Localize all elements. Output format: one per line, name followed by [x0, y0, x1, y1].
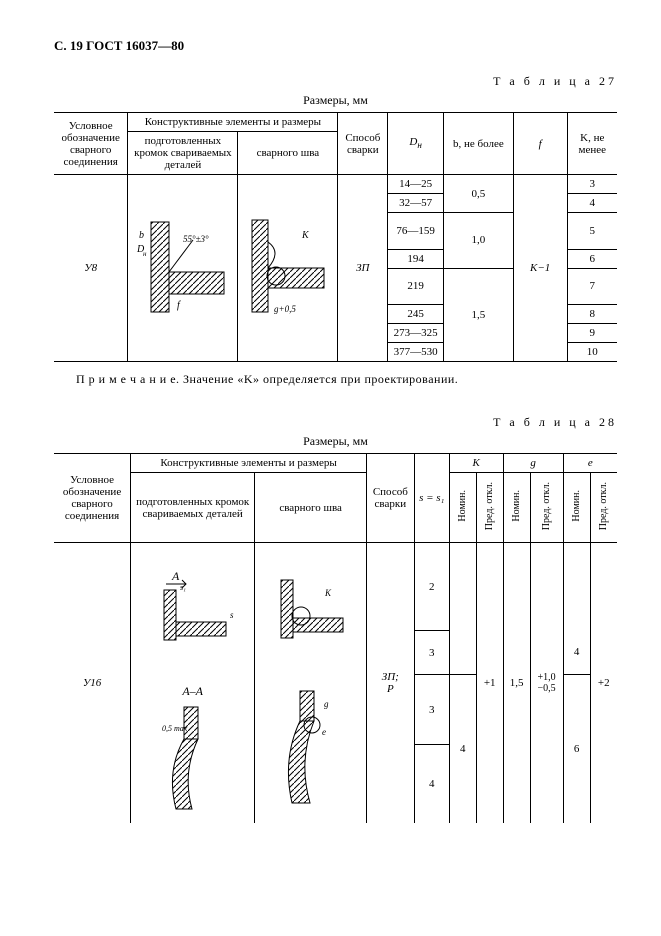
table27-label: Т а б л и ц а 27: [54, 74, 617, 89]
t28-s-1: 3: [414, 631, 449, 675]
t28-h-method: Способ сварки: [367, 454, 415, 543]
t27-d-4: 219: [388, 268, 444, 305]
prep-A-diagram-icon: A s₁ s: [150, 568, 236, 646]
t28-s-2: 3: [414, 675, 449, 745]
table28: Условное обозначение сварного соединения…: [54, 453, 617, 823]
t28-gn: 1,5: [503, 543, 530, 823]
section-label-AA: A–A: [133, 684, 252, 699]
t27-designation: У8: [54, 175, 128, 362]
t28-en-0: [563, 543, 590, 631]
svg-text:A: A: [171, 569, 180, 583]
t27-k-7: 10: [567, 343, 617, 362]
t27-d-7: 377—530: [388, 343, 444, 362]
t28-Kn-3: 4: [449, 675, 476, 823]
table28-caption: Размеры, мм: [54, 434, 617, 449]
t27-k-2: 5: [567, 213, 617, 250]
t28-Kn-1: [449, 631, 476, 675]
t28-s-3: 4: [414, 745, 449, 823]
weld-AA-diagram-icon: g e: [276, 687, 346, 807]
t27-b-0: 0,5: [444, 175, 514, 213]
t28-h-e: e: [563, 454, 617, 473]
t28-h-Kp: Пред. откл.: [476, 473, 503, 543]
t27-h-prep: подготовленных кромок свариваемых детале…: [128, 132, 238, 175]
svg-text:e: e: [322, 727, 326, 737]
t27-h-b: b, не более: [444, 113, 514, 175]
table27-caption: Размеры, мм: [54, 93, 617, 108]
svg-text:55°±3°: 55°±3°: [183, 234, 209, 244]
table27-note: П р и м е ч а н и е. Значение «K» опреде…: [76, 372, 617, 387]
t28-Kp: +1: [476, 543, 503, 823]
t28-s-0: 2: [414, 543, 449, 631]
t27-k-6: 9: [567, 324, 617, 343]
table27: Условное обозначение сварного соединения…: [54, 112, 617, 362]
t27-k-3: 6: [567, 249, 617, 268]
svg-text:н: н: [143, 250, 147, 258]
t27-method: ЗП: [338, 175, 388, 362]
t27-d-6: 273—325: [388, 324, 444, 343]
t27-b-4: 1,5: [444, 268, 514, 362]
svg-text:0,5 max: 0,5 max: [162, 724, 188, 733]
t27-d-1: 32—57: [388, 194, 444, 213]
t27-k-4: 7: [567, 268, 617, 305]
t28-gp: +1,0 −0,5: [530, 543, 563, 823]
t27-k-5: 8: [567, 305, 617, 324]
t28-h-Kn: Номин.: [449, 473, 476, 543]
t27-h-dn: Dн: [388, 113, 444, 175]
weld-prep-diagram-icon: 55°±3° b Dн f: [133, 212, 233, 322]
t28-h-en: Номин.: [563, 473, 590, 543]
t28-diag-prep-bot: A–A 0,5 max: [131, 675, 255, 823]
t28-h-s: s = s₁: [414, 454, 449, 543]
t28-h-K: K: [449, 454, 503, 473]
t27-k-0: 3: [567, 175, 617, 194]
weld-A-diagram-icon: K: [271, 568, 351, 646]
t27-h-f: f: [513, 113, 567, 175]
prep-AA-diagram-icon: 0,5 max: [158, 701, 228, 811]
svg-text:g+0,5: g+0,5: [274, 304, 296, 314]
svg-text:s₁: s₁: [180, 583, 186, 592]
t28-h-g: g: [503, 454, 563, 473]
t27-d-0: 14—25: [388, 175, 444, 194]
t27-d-5: 245: [388, 305, 444, 324]
t28-h-gp: Пред. откл.: [530, 473, 563, 543]
t28-h-weld: сварного шва: [255, 473, 367, 543]
t28-diag-weld-top: K: [255, 543, 367, 675]
t27-h-method: Способ сварки: [338, 113, 388, 175]
t27-b-2: 1,0: [444, 213, 514, 269]
svg-text:f: f: [177, 300, 181, 311]
t28-diag-prep-top: A s₁ s: [131, 543, 255, 675]
page-header: С. 19 ГОСТ 16037—80: [54, 38, 617, 54]
t28-method: ЗП; Р: [367, 543, 415, 823]
table28-label: Т а б л и ц а 28: [54, 415, 617, 430]
t27-h-weld: сварного шва: [238, 132, 338, 175]
t27-d-3: 194: [388, 249, 444, 268]
t28-h-ep: Пред. откл.: [590, 473, 617, 543]
t28-h-prep: подготовленных кромок свариваемых детале…: [131, 473, 255, 543]
t27-diagram-prep: 55°±3° b Dн f: [128, 175, 238, 362]
svg-text:b: b: [139, 230, 144, 241]
t27-h-k: K, не менее: [567, 113, 617, 175]
t27-d-2: 76—159: [388, 213, 444, 250]
t27-h-constr: Конструктивные элементы и размеры: [128, 113, 338, 132]
svg-text:K: K: [301, 230, 310, 241]
t28-designation: У16: [54, 543, 131, 823]
t27-h-designation: Условное обозначение сварного соединения: [54, 113, 128, 175]
svg-text:s: s: [230, 610, 234, 620]
t28-h-gn: Номин.: [503, 473, 530, 543]
t27-f: K−1: [513, 175, 567, 362]
t28-ep: +2: [590, 543, 617, 823]
t28-h-constr: Конструктивные элементы и размеры: [131, 454, 367, 473]
svg-text:g: g: [324, 699, 329, 709]
t28-Kn-0: [449, 543, 476, 631]
t27-diagram-weld: K g+0,5: [238, 175, 338, 362]
t28-diag-weld-bot: g e: [255, 675, 367, 823]
t27-k-1: 4: [567, 194, 617, 213]
t28-h-designation: Условное обозначение сварного соединения: [54, 454, 131, 543]
svg-text:K: K: [324, 588, 332, 598]
t28-en-1: 4: [563, 631, 590, 675]
weld-seam-diagram-icon: K g+0,5: [242, 212, 334, 322]
t28-en-3: 6: [563, 675, 590, 823]
